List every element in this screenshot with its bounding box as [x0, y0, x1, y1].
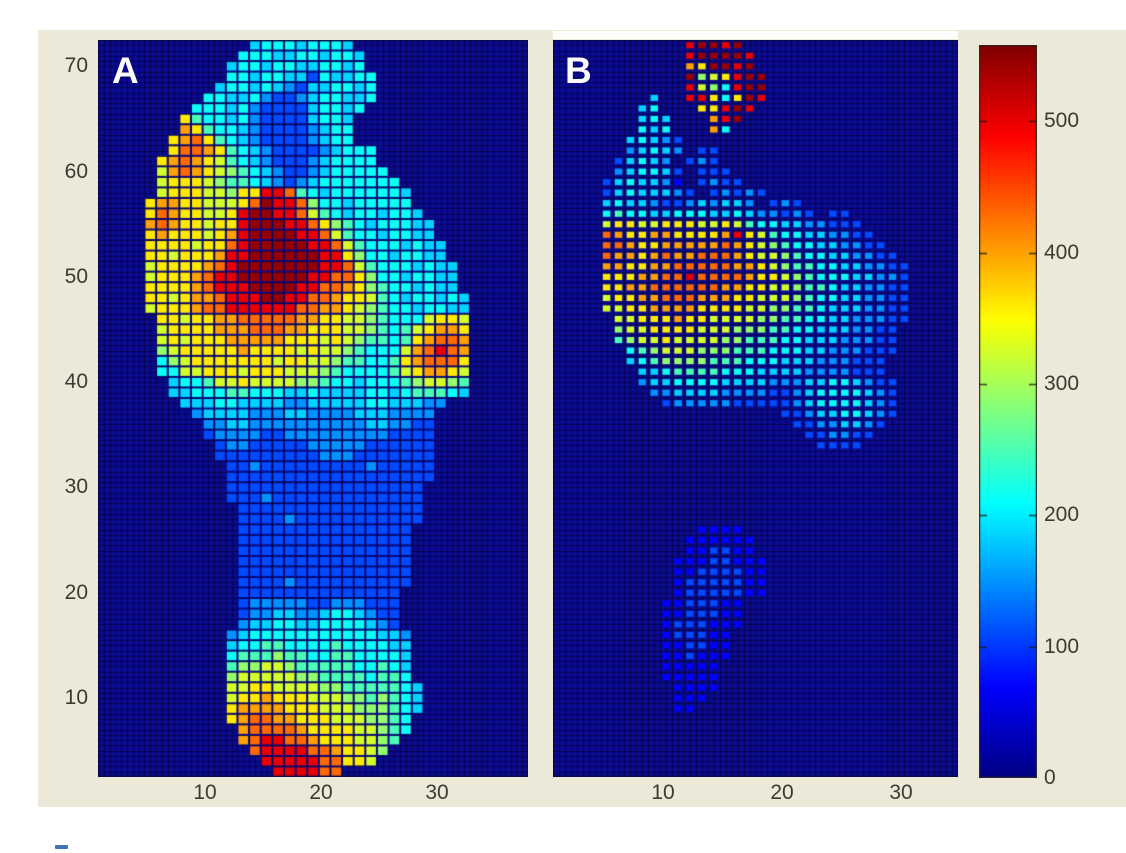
x-tick-label: 30 [889, 781, 913, 804]
colorbar-tick-label: 300 [1044, 372, 1080, 395]
panel-b-letter: B [565, 50, 592, 91]
y-tick-label: 20 [64, 581, 88, 604]
y-tick-label: 60 [64, 160, 88, 183]
y-tick-label: 50 [64, 265, 88, 288]
y-tick-label: 70 [64, 54, 88, 77]
heatmap-panel-a [98, 40, 528, 777]
panel-a-letter: A [112, 50, 139, 91]
colorbar-tick-label: 400 [1044, 241, 1080, 264]
colorbar-tick-label: 100 [1044, 635, 1080, 658]
colorbar-tick-label: 500 [1044, 109, 1080, 132]
y-tick-label: 40 [64, 370, 88, 393]
cropped-caption-artifact [55, 845, 68, 849]
colorbar-tick-label: 200 [1044, 503, 1080, 526]
y-tick-label: 10 [64, 686, 88, 709]
colorbar-tick-label: 0 [1044, 766, 1056, 789]
heatmap-panel-b [553, 40, 958, 777]
y-tick-label: 30 [64, 475, 88, 498]
x-tick-label: 10 [193, 781, 217, 804]
panel-b-top-strip [553, 31, 958, 39]
x-tick-label: 20 [770, 781, 794, 804]
colorbar [979, 45, 1037, 778]
x-tick-label: 20 [309, 781, 333, 804]
x-tick-label: 10 [651, 781, 675, 804]
x-tick-label: 30 [425, 781, 449, 804]
